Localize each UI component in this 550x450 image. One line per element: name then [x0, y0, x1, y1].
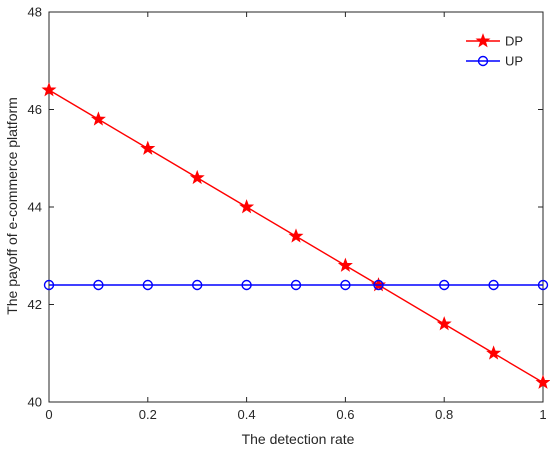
series-dp: [41, 82, 550, 389]
data-point-up: [340, 279, 351, 291]
y-tick-label: 46: [28, 102, 42, 117]
x-tick-label: 0: [45, 407, 52, 422]
data-point-up: [241, 279, 252, 291]
y-axis-label: The payoff of e-commerce platform: [4, 97, 20, 315]
x-tick-label: 0.4: [238, 407, 256, 422]
data-point-dp: [486, 345, 502, 360]
data-point-dp: [90, 111, 106, 126]
data-point-up: [43, 279, 55, 291]
data-point-up: [488, 279, 499, 291]
data-point-dp: [189, 169, 205, 185]
plot-frame: [48, 11, 544, 403]
x-tick-label: 0.8: [435, 407, 453, 422]
y-tick-label: 40: [28, 395, 42, 410]
axis-ticks: 0 0.2 0.4 0.6 0.8 1 40 42 44 46 48: [28, 5, 547, 423]
x-tick-label: 0.2: [139, 407, 157, 422]
x-tick-label: 1: [539, 407, 546, 422]
series-layer: [41, 82, 550, 389]
y-tick-label: 44: [28, 200, 42, 215]
legend-marker-up: [477, 55, 489, 67]
data-point-dp: [535, 374, 550, 389]
x-axis-label: The detection rate: [242, 431, 355, 447]
legend-label-up: UP: [505, 54, 523, 69]
x-tick-label: 0.6: [336, 407, 354, 422]
data-point-up: [537, 279, 549, 291]
data-point-up: [93, 279, 104, 291]
data-point-up: [373, 279, 384, 291]
data-point-dp: [140, 140, 156, 155]
y-tick-label: 42: [28, 297, 42, 312]
y-tick-label: 48: [28, 5, 42, 20]
data-point-dp: [288, 228, 304, 243]
data-point-dp: [337, 257, 353, 272]
data-point-dp: [436, 316, 452, 331]
data-point-up: [290, 279, 302, 291]
data-point-up: [142, 279, 154, 291]
legend: DP UP: [461, 29, 541, 74]
data-point-dp: [41, 82, 57, 97]
data-point-dp: [239, 199, 255, 214]
legend-label-dp: DP: [505, 34, 523, 49]
plot-area-box: [48, 11, 544, 403]
legend-box: [461, 29, 541, 74]
series-up: [43, 279, 549, 291]
data-point-up: [191, 279, 203, 291]
data-point-up: [439, 279, 450, 291]
legend-marker-dp: [475, 33, 491, 48]
